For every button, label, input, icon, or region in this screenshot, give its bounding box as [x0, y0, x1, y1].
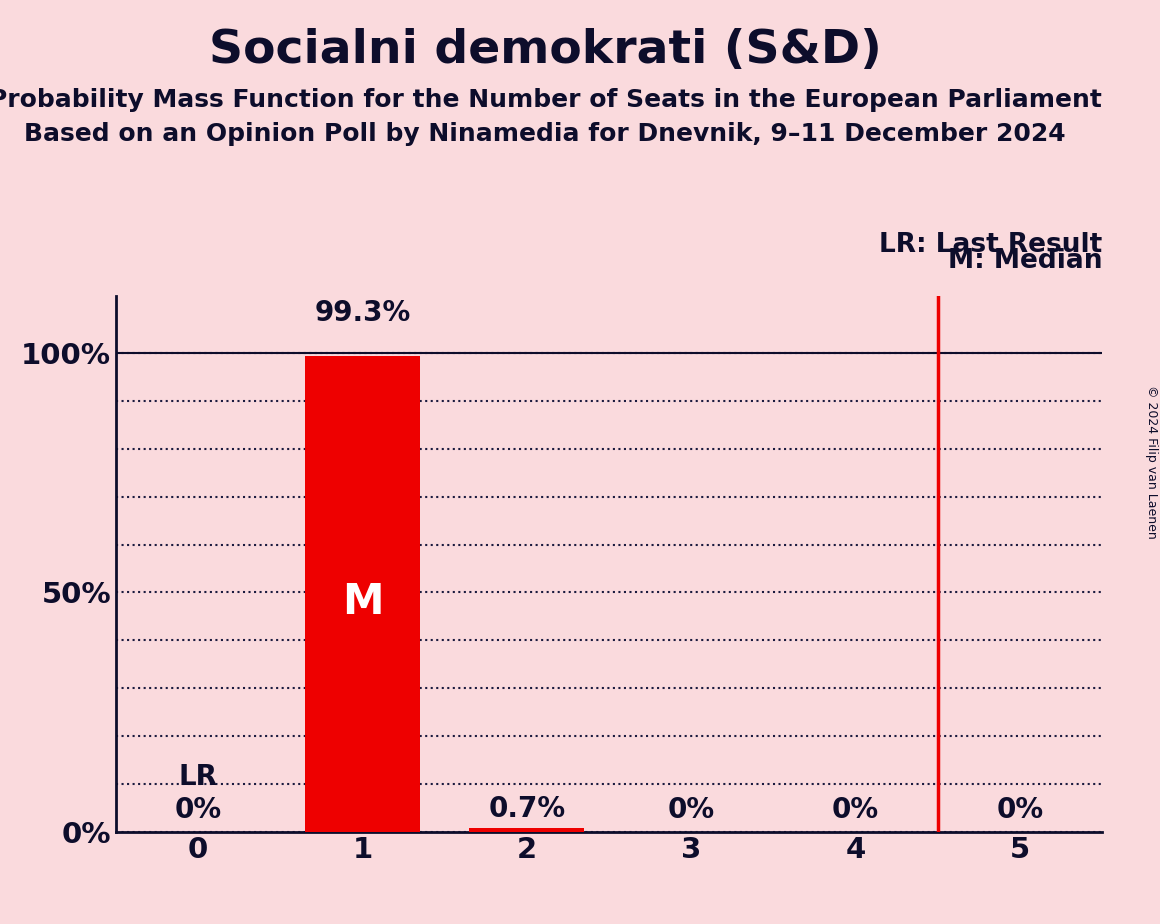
Text: 0%: 0% — [668, 796, 715, 824]
Text: Probability Mass Function for the Number of Seats in the European Parliament: Probability Mass Function for the Number… — [0, 88, 1102, 112]
Text: M: M — [342, 581, 383, 623]
Text: 99.3%: 99.3% — [314, 298, 411, 327]
Text: LR: LR — [179, 763, 218, 791]
Text: © 2024 Filip van Laenen: © 2024 Filip van Laenen — [1145, 385, 1159, 539]
Text: 0%: 0% — [832, 796, 879, 824]
Text: 0%: 0% — [996, 796, 1043, 824]
Text: Based on an Opinion Poll by Ninamedia for Dnevnik, 9–11 December 2024: Based on an Opinion Poll by Ninamedia fo… — [24, 122, 1066, 146]
Text: M: Median: M: Median — [948, 249, 1102, 274]
Bar — [305, 357, 420, 832]
Text: Socialni demokrati (S&D): Socialni demokrati (S&D) — [209, 28, 882, 73]
Text: 0%: 0% — [175, 796, 222, 824]
Bar — [470, 828, 585, 832]
Text: 0.7%: 0.7% — [488, 796, 565, 823]
Text: LR: Last Result: LR: Last Result — [879, 232, 1102, 258]
